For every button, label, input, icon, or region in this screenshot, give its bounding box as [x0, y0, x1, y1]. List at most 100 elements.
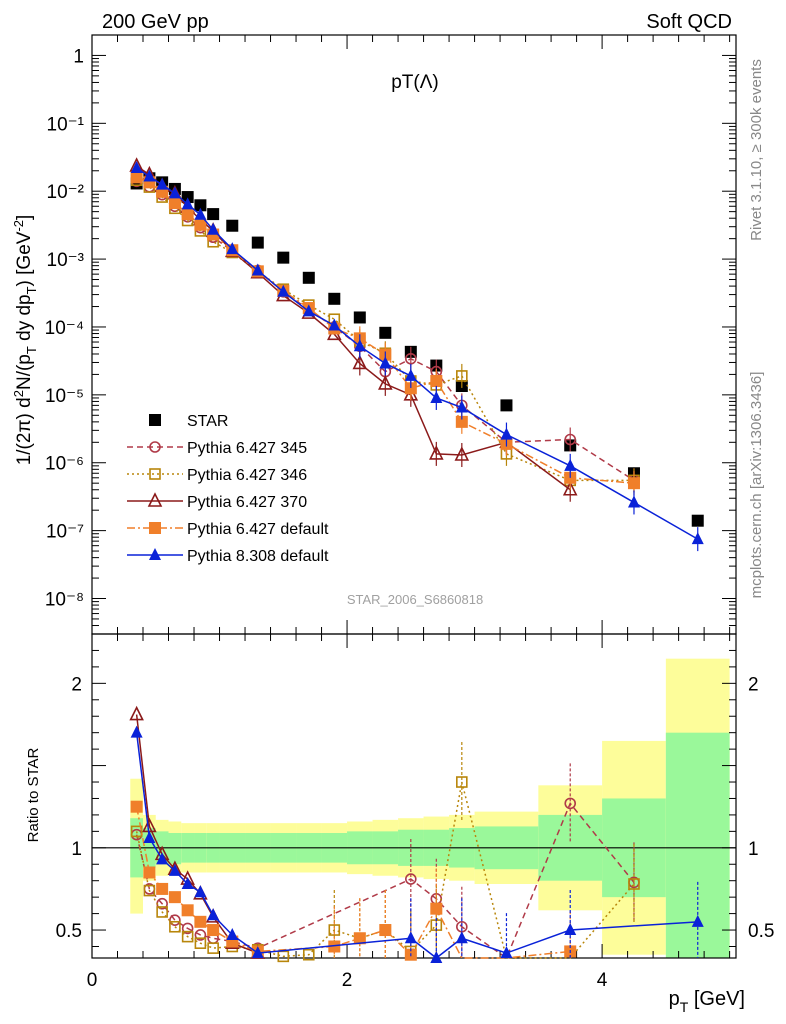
legend-entry: Pythia 8.308 default: [127, 548, 329, 565]
y-tick-label: 10⁻¹: [47, 114, 85, 135]
ratio-ylabel: Ratio to STAR: [25, 747, 42, 842]
data-point: [627, 477, 640, 490]
ratio-data-point: [181, 930, 194, 943]
ratio-data-point: [194, 885, 207, 898]
data-point: [143, 169, 156, 182]
legend-entry: Pythia 6.427 default: [127, 521, 329, 538]
legend-marker: [147, 492, 163, 507]
ratio-series-line: [135, 781, 635, 959]
ratio-data-point: [251, 946, 264, 959]
y-tick-label: 10⁻⁵: [45, 386, 84, 407]
data-point: [181, 208, 194, 221]
data-point: [251, 236, 264, 249]
ratio-data-point: [430, 902, 443, 915]
y-tick-label: 10⁻⁶: [45, 454, 84, 475]
y-tick-label: 10⁻²: [47, 182, 85, 203]
ratio-data-point: [430, 951, 443, 963]
data-point: [181, 197, 194, 210]
ratio-data-point: [353, 932, 366, 945]
ratio-data-point: [628, 878, 640, 890]
ratio-data-point: [156, 882, 169, 895]
data-point: [181, 191, 194, 204]
data-point: [226, 242, 239, 255]
ratio-data-point: [207, 924, 220, 937]
ratio-data-point: [129, 705, 144, 721]
y-tick-label: 10⁻⁸: [45, 590, 84, 611]
data-point: [207, 208, 220, 221]
data-point: [194, 199, 207, 212]
legend-marker: [149, 522, 161, 534]
ratio-data-point: [455, 931, 468, 944]
data-point: [353, 339, 366, 352]
header-right: Soft QCD: [646, 11, 732, 33]
data-point: [226, 219, 239, 232]
header-left: 200 GeV pp: [102, 11, 209, 33]
series-pythia-8-308-default: [130, 160, 704, 552]
ratio-y-tick-label: 2: [71, 674, 82, 695]
data-point: [500, 427, 513, 440]
ratio-y-tick-label-right: 1: [748, 839, 759, 860]
ratio-data-point: [143, 866, 156, 879]
data-point: [564, 433, 577, 446]
legend-marker: [149, 441, 161, 453]
x-tick-label: 2: [342, 970, 353, 991]
main-ylabel: 1/(2π) d2N/(pT dy dpT) [GeV-2]: [11, 215, 39, 466]
ratio-y-tick-label-right: 2: [748, 674, 759, 695]
ratio-data-point: [194, 915, 207, 928]
data-point: [405, 352, 417, 365]
data-point: [328, 318, 341, 331]
data-point: [627, 495, 640, 508]
legend-entry: Pythia 6.427 346: [127, 467, 307, 484]
legend-label: Pythia 6.427 346: [187, 467, 307, 484]
ratio-data-point: [302, 948, 315, 961]
y-tick-label: 10⁻⁷: [46, 522, 84, 543]
data-point: [130, 171, 143, 184]
ratio-data-point: [194, 929, 207, 941]
data-point: [564, 458, 577, 471]
ratio-series-pythia-8-308-default: [130, 725, 704, 963]
data-point: [456, 370, 468, 382]
data-point: [691, 514, 704, 527]
data-point: [156, 177, 169, 190]
ratio-data-point: [379, 924, 392, 937]
chart-title: pT(Λ): [391, 72, 439, 93]
x-axis-label: pT [GeV]: [669, 988, 745, 1015]
legend-label: STAR: [187, 413, 228, 430]
data-point: [691, 532, 704, 545]
data-point: [207, 222, 220, 235]
ratio-data-point: [168, 891, 181, 904]
ratio-data-point: [168, 863, 181, 876]
data-point: [194, 218, 207, 231]
data-point: [251, 263, 264, 276]
y-tick-label: 10⁻⁴: [45, 318, 84, 339]
data-point: [404, 382, 417, 395]
ratio-data-point: [181, 904, 194, 917]
ratio-data-point: [181, 922, 194, 935]
ratio-data-point: [156, 906, 168, 918]
data-point: [277, 284, 290, 297]
data-point: [379, 356, 392, 369]
ratio-data-point: [143, 830, 156, 843]
legend-label: Pythia 6.427 default: [187, 521, 329, 538]
legend-marker: [149, 414, 161, 426]
data-point: [454, 446, 470, 461]
data-point: [277, 251, 290, 264]
rivet-version-label: Rivet 3.1.10, ≥ 300k events: [748, 59, 765, 241]
data-point: [328, 292, 341, 305]
ratio-data-point: [143, 884, 156, 897]
ratio-data-point: [169, 920, 181, 933]
data-point: [379, 326, 392, 339]
data-point: [353, 311, 366, 324]
ratio-y-tick-label: 0.5: [56, 921, 82, 942]
ratio-inner-band: [168, 833, 182, 865]
analysis-watermark: STAR_2006_S6860818: [347, 592, 483, 607]
data-point: [562, 480, 578, 496]
ratio-y-tick-label: 1: [71, 839, 82, 860]
ratio-data-point: [156, 852, 169, 865]
data-point: [455, 400, 468, 413]
legend-entry: Pythia 6.427 345: [127, 440, 307, 457]
legend-marker: [149, 548, 161, 560]
data-point: [455, 415, 468, 428]
x-tick-label: 0: [87, 970, 98, 991]
